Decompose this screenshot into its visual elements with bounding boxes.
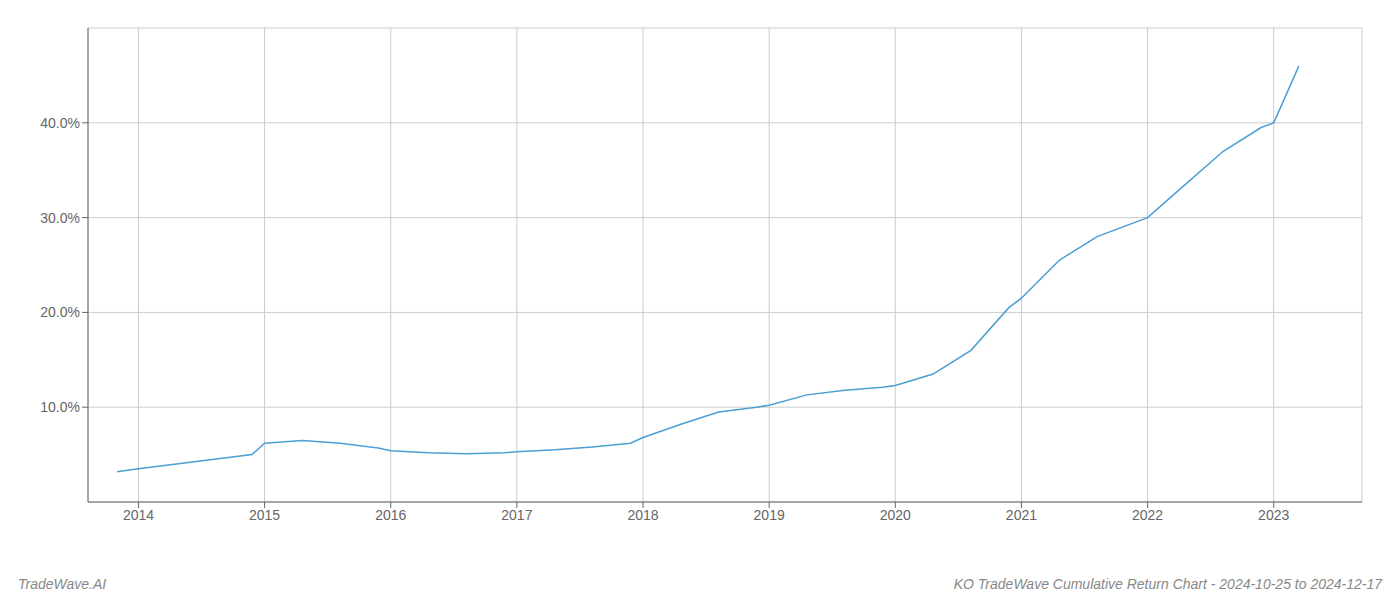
svg-text:2014: 2014 [123,507,154,523]
svg-text:2023: 2023 [1258,507,1289,523]
html-text:TradeWave.AI: TradeWave.AI [18,576,107,592]
svg-text:40.0%: 40.0% [40,115,80,131]
svg-text:2015: 2015 [249,507,280,523]
svg-text:10.0%: 10.0% [40,399,80,415]
svg-text:30.0%: 30.0% [40,210,80,226]
svg-text:2021: 2021 [1006,507,1037,523]
svg-text:2022: 2022 [1132,507,1163,523]
svg-text:2017: 2017 [501,507,532,523]
svg-text:2018: 2018 [627,507,658,523]
svg-text:20.0%: 20.0% [40,304,80,320]
html-text:KO TradeWave Cumulative Return: KO TradeWave Cumulative Return Chart - 2… [953,576,1382,592]
svg-text:2019: 2019 [754,507,785,523]
svg-text:2016: 2016 [375,507,406,523]
svg-text:2020: 2020 [880,507,911,523]
